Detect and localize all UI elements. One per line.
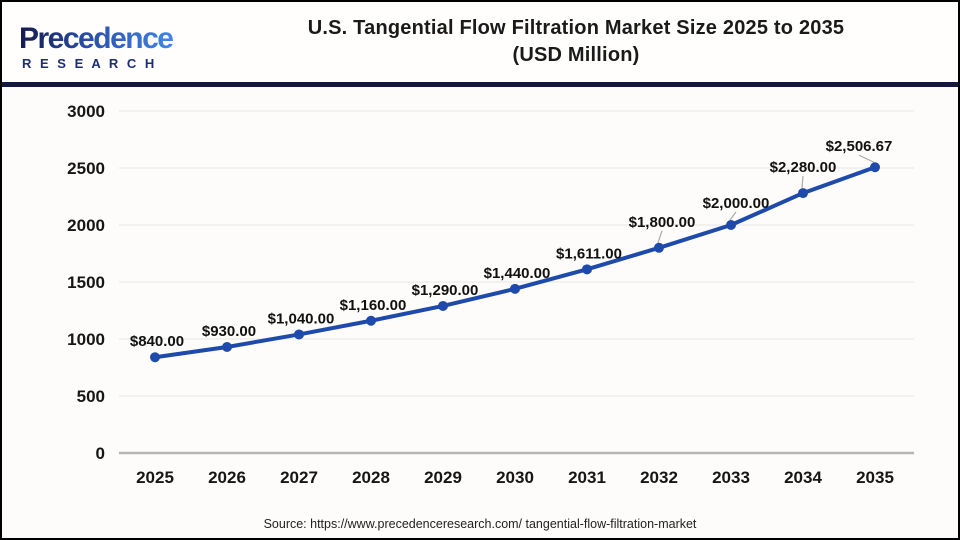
data-point	[870, 162, 880, 173]
data-label: $840.00	[130, 333, 184, 350]
y-tick-label: 3000	[67, 102, 105, 121]
data-point	[798, 188, 808, 199]
x-tick-label: 2034	[784, 468, 822, 487]
data-label: $1,160.00	[340, 297, 407, 314]
data-label: $2,280.00	[770, 159, 837, 176]
data-label: $1,611.00	[556, 245, 622, 262]
data-point	[510, 283, 520, 294]
x-tick-label: 2035	[856, 468, 894, 487]
data-label: $1,290.00	[412, 282, 479, 299]
data-point	[294, 329, 304, 340]
y-tick-label: 2500	[67, 159, 105, 178]
line-chart: 0 500 1000 1500 2000 2500 3000 2025 2026 2027 2028…	[2, 87, 958, 511]
data-point	[726, 220, 736, 230]
header: Precedence R E S E A R C H U.S. Tangenti…	[2, 2, 958, 82]
data-label: $2,000.00	[703, 195, 770, 212]
data-point	[438, 300, 448, 311]
data-label: $1,440.00	[484, 265, 551, 282]
x-tick-label: 2033	[712, 468, 750, 487]
data-label: $930.00	[202, 323, 256, 340]
data-point	[582, 264, 592, 275]
data-point	[150, 352, 160, 363]
label-leader-line	[657, 230, 663, 243]
source-attribution: Source: https://www.precedenceresearch.c…	[263, 517, 697, 531]
line-chart-canvas: 0 500 1000 1500 2000 2500 3000 2025 2026 2027 2028…	[67, 102, 914, 487]
data-point	[366, 315, 376, 326]
y-tick-label: 2000	[67, 216, 105, 235]
y-tick-label: 1000	[67, 330, 105, 349]
y-tick-label: 1500	[67, 273, 105, 292]
chart-title-line1: U.S. Tangential Flow Filtration Market S…	[307, 17, 845, 39]
logo-subtext: R E S E A R C H	[22, 56, 157, 71]
x-tick-label: 2030	[496, 468, 534, 487]
y-tick-label: 0	[96, 444, 105, 463]
x-tick-label: 2029	[424, 468, 462, 487]
x-tick-label: 2028	[352, 468, 390, 487]
chart-title-line2: (USD Million)	[512, 44, 640, 66]
chart-title: U.S. Tangential Flow Filtration Market S…	[218, 15, 958, 69]
data-point	[222, 341, 232, 352]
x-tick-label: 2032	[640, 468, 678, 487]
label-leader-line	[858, 154, 875, 163]
x-tick-label: 2027	[280, 468, 318, 487]
data-point	[654, 242, 664, 253]
label-leader-line	[729, 211, 737, 221]
data-label: $1,040.00	[268, 310, 335, 327]
header-divider	[2, 82, 958, 87]
brand-logo-graphic: Precedence R E S E A R C H	[19, 22, 175, 71]
data-label: $2,506.67	[826, 138, 893, 155]
data-label: $1,800.00	[629, 214, 696, 231]
logo-wordmark: Precedence	[19, 22, 173, 55]
x-tick-label: 2025	[136, 468, 174, 487]
label-leader-line	[801, 176, 804, 189]
y-tick-label: 500	[77, 387, 105, 406]
x-tick-label: 2031	[568, 468, 606, 487]
x-tick-label: 2026	[208, 468, 246, 487]
brand-logo: Precedence R E S E A R C H	[2, 7, 218, 78]
